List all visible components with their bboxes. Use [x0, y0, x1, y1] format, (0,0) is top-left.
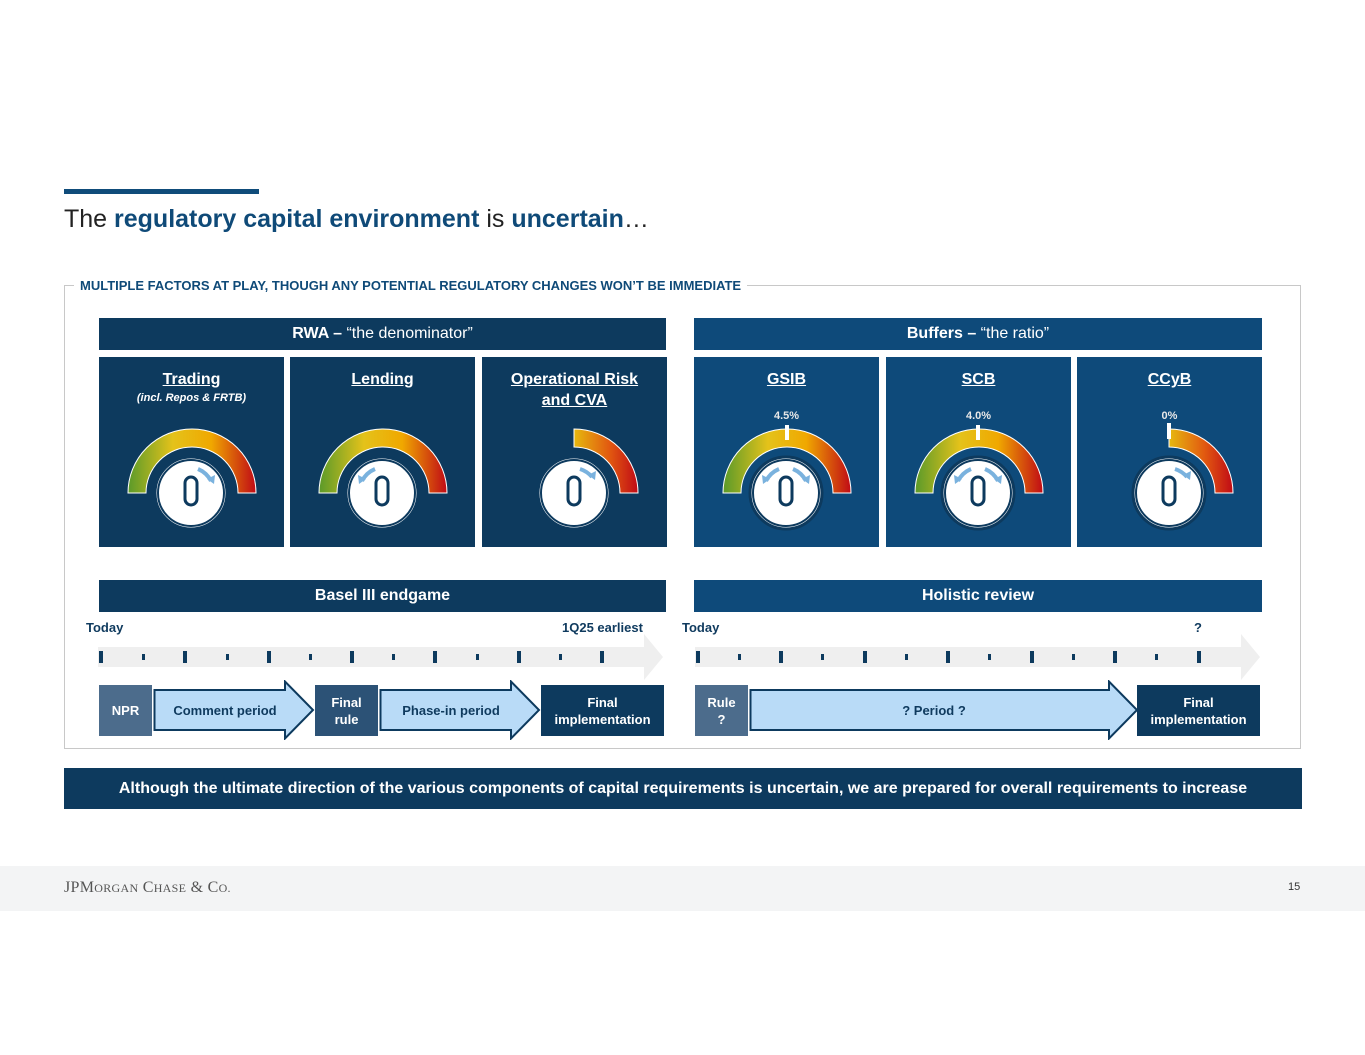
- basel-end-label: 1Q25 earliest: [562, 620, 643, 635]
- ccyb-title: CCyB: [1147, 371, 1192, 388]
- comment-period-label: Comment period: [173, 702, 277, 718]
- title-accent-bar: [64, 189, 259, 194]
- lending-title: Lending: [351, 371, 414, 388]
- oprisk-gauge-icon: [536, 428, 639, 531]
- scb-box: SCB 4.0%: [886, 357, 1071, 547]
- scb-title: SCB: [961, 371, 996, 388]
- final-rule-step: Final rule: [315, 685, 378, 736]
- gsib-value: 4.5%: [773, 410, 800, 422]
- rule-step: Rule?: [695, 685, 748, 736]
- gsib-box: GSIB 4.5%: [694, 357, 879, 547]
- basel-final-implementation-step: Final implementation: [541, 685, 664, 736]
- footer: [0, 866, 1365, 911]
- trading-subtitle: (incl. Repos & FRTB): [136, 392, 247, 404]
- gsib-gauge-icon: [722, 425, 852, 531]
- trading-gauge-icon: [127, 428, 257, 531]
- holistic-today-label: Today: [682, 620, 720, 635]
- lending-gauge-icon: [318, 428, 448, 531]
- unknown-period-label: ? Period ?: [902, 702, 966, 718]
- basel-timeline-arrow: [98, 634, 663, 680]
- comment-period-arrow: [153, 680, 315, 740]
- conclusion-banner: Although the ultimate direction of the v…: [64, 768, 1302, 809]
- scb-gauge-icon: [914, 425, 1044, 531]
- holistic-end-label: ?: [1194, 620, 1202, 635]
- basel-today-label: Today: [86, 620, 124, 635]
- ccyb-gauge-icon: [1131, 423, 1234, 531]
- lending-box: Lending: [290, 357, 475, 547]
- npr-step: NPR: [99, 685, 152, 736]
- ccyb-box: CCyB 0%: [1077, 357, 1262, 547]
- holistic-header: Holistic review: [694, 580, 1262, 612]
- company-logo: JPMORGAN CHASE & CO.: [64, 879, 231, 896]
- holistic-timeline-arrow: [695, 634, 1260, 680]
- rwa-header: RWA – “the denominator”: [99, 318, 666, 350]
- holistic-final-implementation-step: Final implementation: [1137, 685, 1260, 736]
- oprisk-box: Operational Risk and CVA: [482, 357, 667, 547]
- basel-header: Basel III endgame: [99, 580, 666, 612]
- ccyb-value: 0%: [1161, 410, 1178, 422]
- page-number: 15: [1288, 881, 1301, 893]
- buffers-header: Buffers – “the ratio”: [694, 318, 1262, 350]
- frame-label: MULTIPLE FACTORS AT PLAY, THOUGH ANY POT…: [74, 278, 748, 293]
- phase-in-period-label: Phase-in period: [402, 702, 500, 718]
- phase-in-period-arrow: [379, 680, 541, 740]
- oprisk-title: Operational Risk and CVA: [510, 371, 639, 409]
- scb-value: 4.0%: [965, 410, 992, 422]
- gsib-title: GSIB: [766, 371, 807, 388]
- trading-box: Trading (incl. Repos & FRTB): [99, 357, 284, 547]
- unknown-period-arrow: [749, 680, 1139, 740]
- trading-title: Trading: [162, 371, 221, 388]
- page-title: The regulatory capital environment is un…: [64, 205, 649, 233]
